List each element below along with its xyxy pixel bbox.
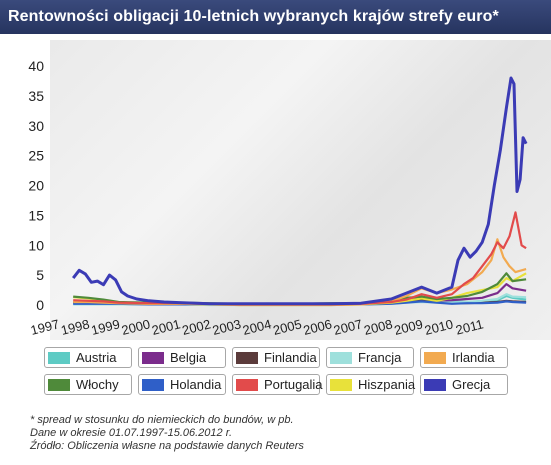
legend-label: Austria — [76, 350, 117, 365]
chart-title: Rentowności obligacji 10-letnich wybrany… — [0, 0, 551, 34]
legend-swatch — [48, 351, 70, 364]
y-tick-label: 10 — [28, 237, 44, 253]
x-tick-label: 2001 — [150, 316, 182, 338]
legend-item: Finlandia — [232, 347, 320, 368]
legend-label: Belgia — [170, 350, 207, 365]
y-tick-label: 15 — [28, 207, 44, 223]
legend-item: Irlandia — [420, 347, 508, 368]
legend-item: Grecja — [420, 374, 508, 395]
legend-item: Portugalia — [232, 374, 323, 395]
plot-background — [50, 40, 551, 340]
legend-swatch — [330, 351, 352, 364]
legend-label: Portugalia — [264, 377, 323, 392]
x-tick-label: 2009 — [393, 316, 425, 338]
y-tick-label: 0 — [36, 297, 44, 313]
x-axis: 1997199819992000200120022003200420052006… — [29, 316, 485, 338]
legend-label: Hiszpania — [358, 377, 416, 392]
x-tick-label: 2002 — [181, 316, 213, 338]
x-tick-label: 2004 — [241, 316, 273, 338]
legend-item: Belgia — [138, 347, 226, 368]
legend-item: Francja — [326, 347, 414, 368]
series-line-portugalia — [73, 211, 527, 306]
footnotes: * spread w stosunku do niemieckich do bu… — [30, 414, 530, 453]
x-tick-label: 1997 — [29, 316, 61, 338]
x-tick-label: 2008 — [362, 316, 394, 338]
x-tick-label: 2000 — [120, 316, 152, 338]
legend: Austria Belgia Finlandia Francja Irlandia Wło… — [44, 347, 514, 399]
legend-swatch — [424, 378, 446, 391]
y-tick-label: 25 — [28, 148, 44, 164]
legend-swatch — [142, 351, 164, 364]
series-line-grecja — [72, 76, 528, 306]
legend-swatch — [142, 378, 164, 391]
legend-swatch — [236, 351, 258, 364]
legend-label: Irlandia — [452, 350, 495, 365]
footnote-date-range: Dane w okresie 01.07.1997-15.06.2012 r. — [30, 427, 233, 439]
legend-item: Holandia — [138, 374, 226, 395]
legend-swatch — [424, 351, 446, 364]
footnote-spread: * spread w stosunku do niemieckich do bu… — [30, 414, 294, 426]
x-tick-label: 2003 — [211, 316, 243, 338]
legend-swatch — [48, 378, 70, 391]
y-tick-label: 35 — [28, 88, 44, 104]
legend-label: Włochy — [76, 377, 119, 392]
y-tick-label: 20 — [28, 178, 44, 194]
y-tick-label: 5 — [36, 267, 44, 283]
legend-item: Hiszpania — [326, 374, 416, 395]
y-tick-label: 40 — [28, 58, 44, 74]
x-tick-label: 2010 — [423, 316, 455, 338]
legend-label: Francja — [358, 350, 402, 365]
x-tick-label: 1999 — [90, 316, 122, 338]
x-tick-label: 2006 — [302, 316, 334, 338]
x-tick-label: 1998 — [59, 316, 91, 338]
legend-item: Austria — [44, 347, 132, 368]
footnote-source: Źródło: Obliczenia własne na podstawie d… — [30, 440, 304, 452]
legend-label: Grecja — [452, 377, 491, 392]
legend-item: Włochy — [44, 374, 132, 395]
series-lines — [72, 76, 528, 307]
x-tick-label: 2007 — [332, 316, 364, 338]
x-tick-label: 2005 — [271, 316, 303, 338]
legend-label: Holandia — [170, 377, 222, 392]
x-tick-label: 2011 — [454, 316, 485, 337]
legend-label: Finlandia — [264, 350, 317, 365]
legend-swatch — [330, 378, 352, 391]
legend-swatch — [236, 378, 258, 391]
y-tick-label: 30 — [28, 118, 44, 134]
y-axis: 0 5 10 15 20 25 30 35 40 — [28, 58, 44, 313]
